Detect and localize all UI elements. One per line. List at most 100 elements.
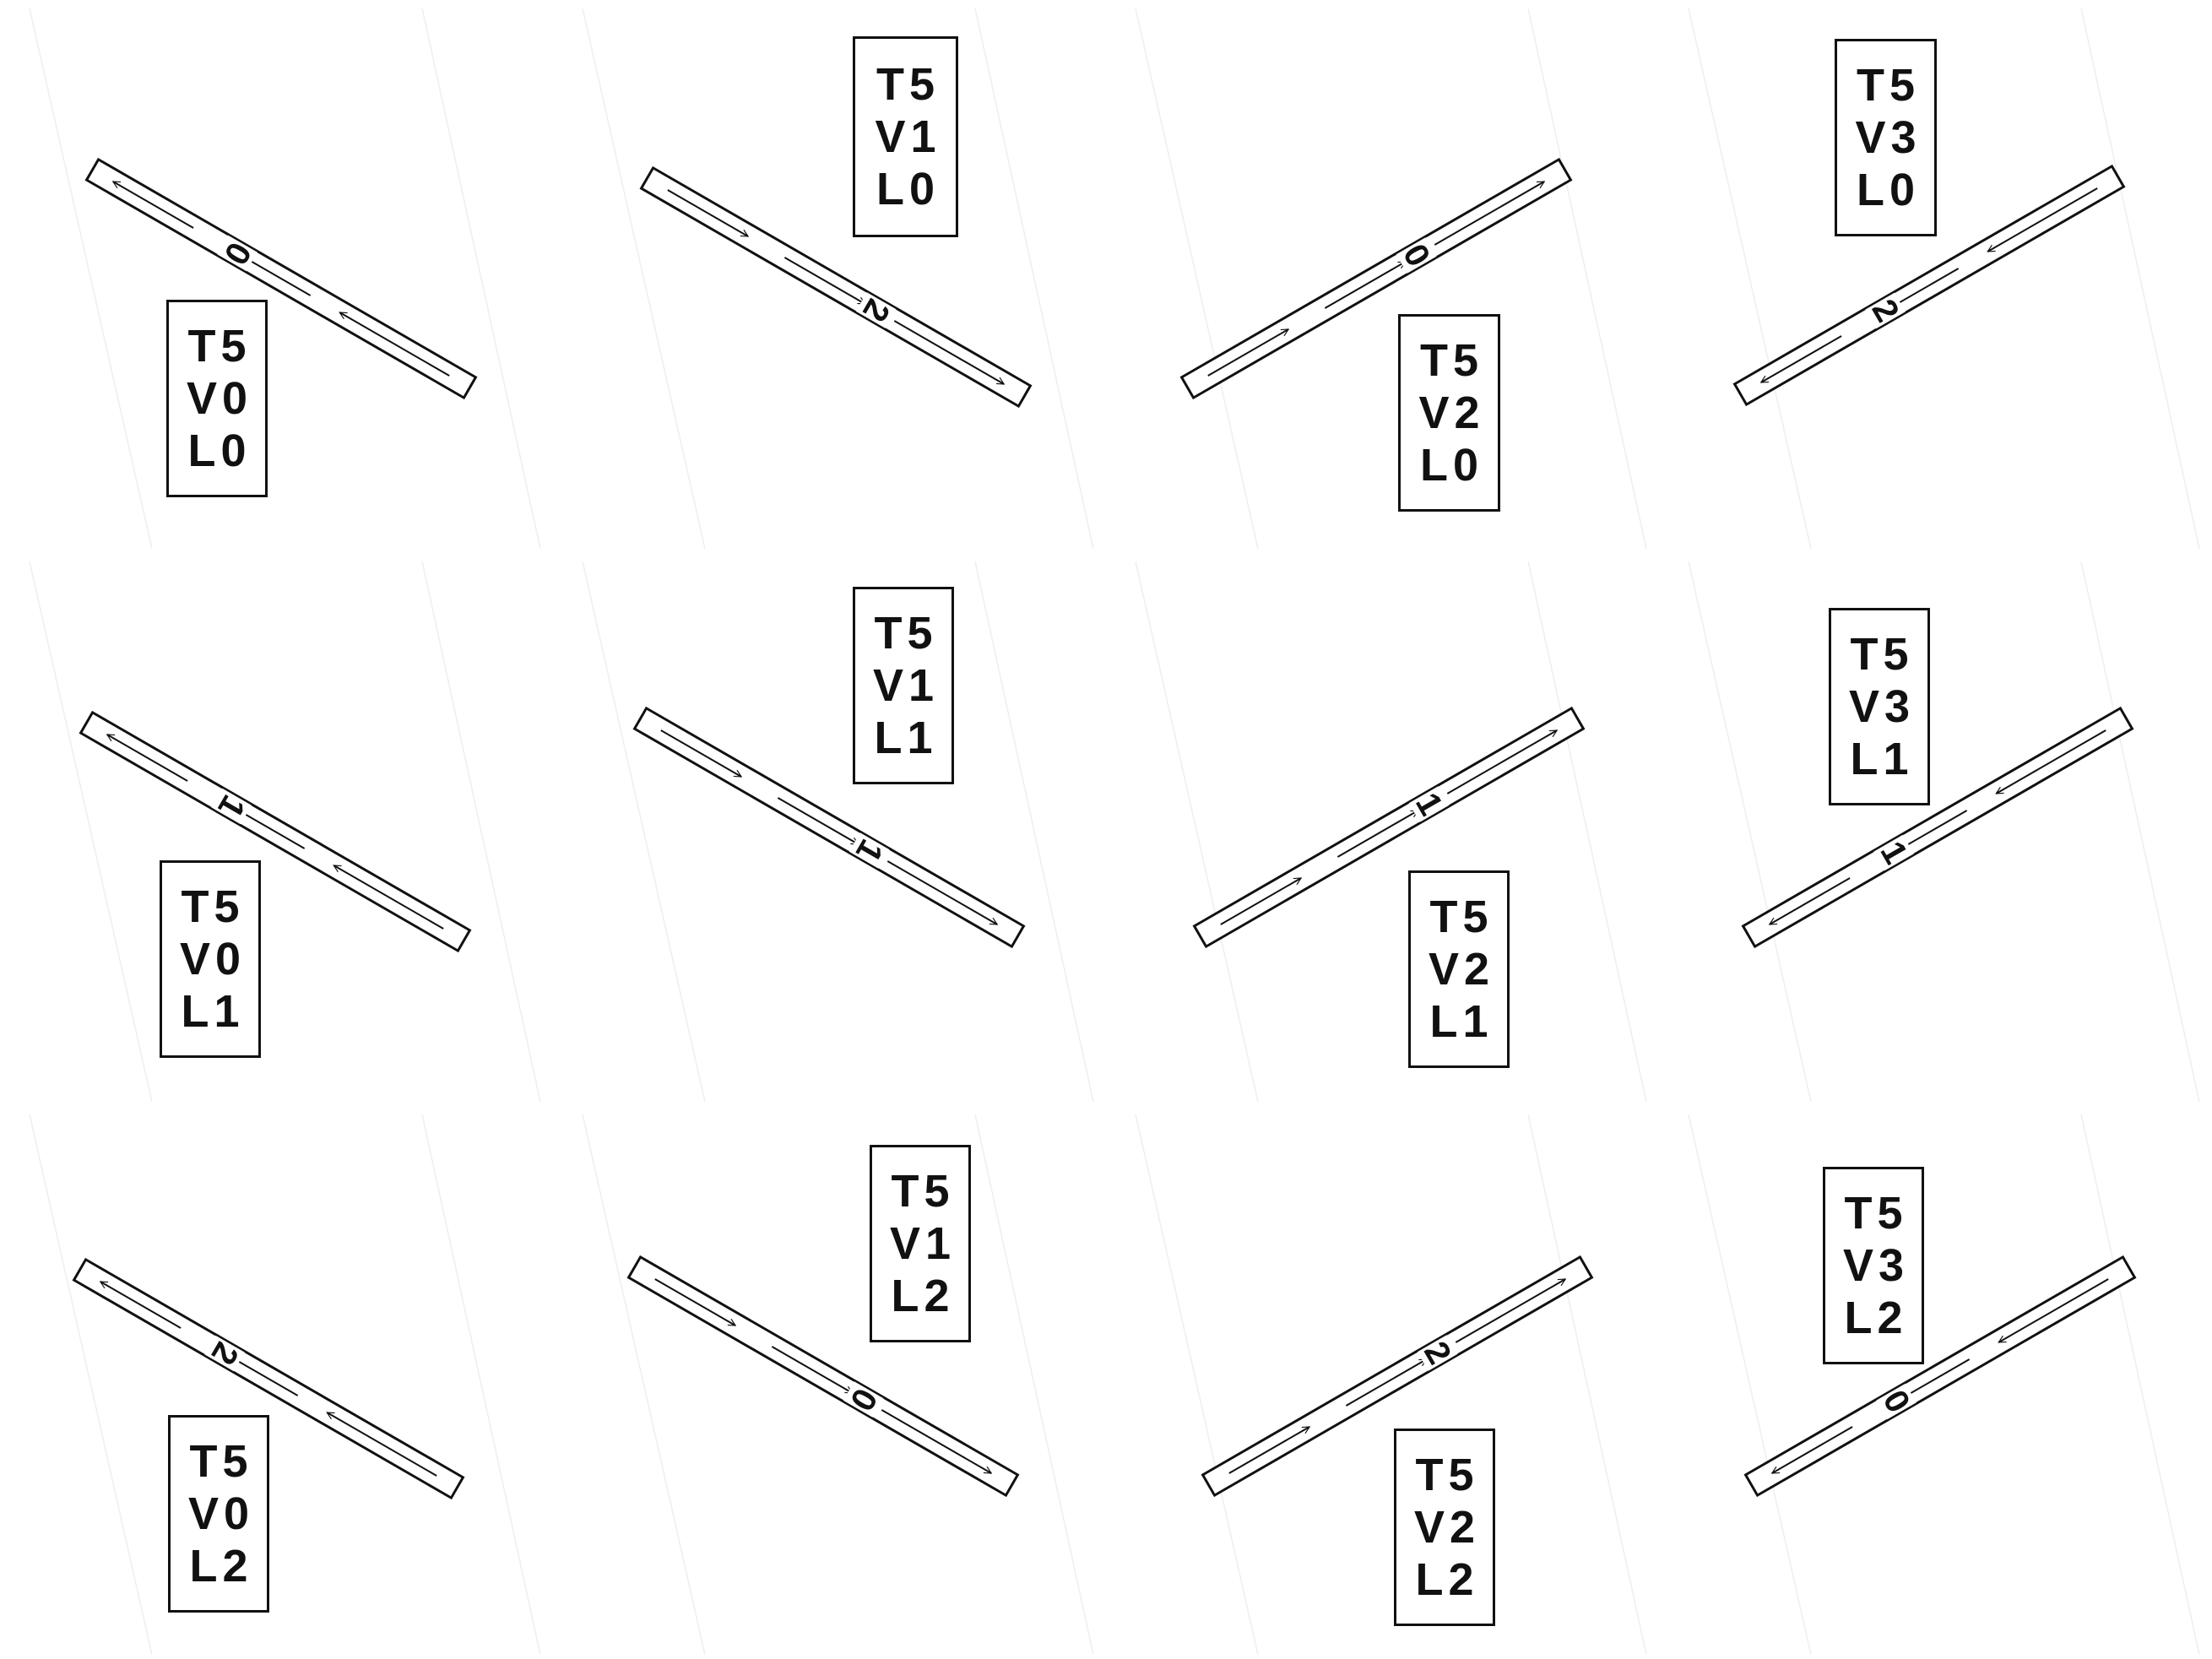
label-line: T5	[874, 608, 938, 659]
strip-arrow	[881, 1409, 991, 1474]
label-t5-v2-l0: T5 V2 L0	[1398, 314, 1500, 512]
strip-arrow	[327, 1412, 437, 1477]
faint-grid-line	[29, 561, 541, 1103]
strip-t5-v3-l1: 1	[1741, 706, 2134, 949]
faint-grid-line	[29, 1114, 541, 1656]
strip-arrow	[1345, 1358, 1426, 1407]
label-line: V0	[187, 1488, 255, 1539]
label-t5-v3-l1: T5 V3 L1	[1829, 608, 1930, 805]
faint-hex-grid	[29, 8, 2200, 1656]
strip-arrow	[1207, 328, 1288, 377]
label-t5-v0-l2: T5 V0 L2	[168, 1415, 269, 1613]
strip-arrow	[783, 257, 865, 305]
faint-grid-line	[1688, 1114, 2200, 1656]
strip-t5-v2-l0: 0	[1179, 157, 1573, 400]
faint-grid-line	[582, 1114, 1094, 1656]
strip-arrow	[333, 865, 444, 930]
label-t5-v1-l0: T5 V1 L0	[853, 36, 958, 237]
label-line: L0	[187, 426, 252, 476]
strip-number-mask	[1417, 1335, 1458, 1371]
faint-grid-line	[582, 8, 1094, 550]
faint-grid-line	[582, 561, 1094, 1103]
strip-number-mask	[843, 1381, 884, 1418]
strip-arrow	[654, 1278, 735, 1326]
label-t5-v2-l2: T5 V2 L2	[1394, 1429, 1495, 1626]
strip-arrow	[771, 1346, 852, 1394]
strip-t5-v1-l1: 1	[632, 706, 1026, 949]
strip-arrow	[1446, 729, 1557, 794]
label-line: V0	[179, 934, 247, 984]
label-t5-v1-l2: T5 V1 L2	[870, 1145, 971, 1342]
label-line: V3	[1842, 1240, 1910, 1291]
strip-arrow	[339, 312, 450, 377]
strip-arrow	[886, 860, 997, 925]
faint-grid-line	[1135, 8, 1647, 550]
label-line: V1	[875, 111, 941, 162]
label-line: V3	[1855, 112, 1922, 163]
strip-t5-v2-l1: 1	[1192, 706, 1586, 949]
label-line: L1	[1850, 734, 1914, 784]
strip-number-mask	[855, 292, 897, 328]
label-line: T5	[1844, 1188, 1908, 1239]
label-t5-v3-l0: T5 V3 L0	[1835, 39, 1937, 236]
strip-t5-v3-l2: 0	[1743, 1255, 2137, 1498]
strip-number-mask	[211, 788, 252, 825]
strip-arrow	[893, 320, 1004, 385]
strip-arrow	[100, 1281, 182, 1329]
strip-t5-v1-l0: 2	[639, 165, 1033, 409]
label-line: T5	[1419, 335, 1484, 386]
strip-arrow	[1434, 181, 1544, 246]
label-t5-v1-l1: T5 V1 L1	[853, 587, 954, 784]
label-line: L1	[1429, 996, 1494, 1047]
strip-number-mask	[217, 235, 258, 272]
strip-arrow	[107, 734, 188, 782]
strip-arrow	[1455, 1278, 1565, 1343]
label-line: T5	[891, 1166, 955, 1217]
strip-arrow	[1772, 1426, 1853, 1474]
strip-arrow	[1987, 187, 2098, 252]
label-line: T5	[181, 881, 245, 932]
strip-arrow	[1998, 1278, 2109, 1343]
label-line: L2	[1415, 1554, 1479, 1605]
label-line: L2	[189, 1541, 253, 1591]
label-t5-v0-l0: T5 V0 L0	[166, 300, 268, 497]
faint-grid-line	[1135, 561, 1647, 1103]
label-line: V2	[1413, 1502, 1481, 1553]
strip-number-mask	[1396, 237, 1437, 274]
label-line: L2	[891, 1271, 955, 1321]
strip-arrow	[1761, 335, 1842, 383]
strip-number-mask	[1408, 786, 1450, 822]
strip-arrow	[1324, 261, 1405, 309]
label-line: T5	[876, 59, 941, 110]
label-t5-v2-l1: T5 V2 L1	[1408, 870, 1510, 1068]
strip-arrow	[660, 729, 741, 778]
strip-arrow	[1228, 1426, 1309, 1474]
strip-number-mask	[1876, 1383, 1917, 1420]
label-line: V1	[889, 1218, 957, 1269]
label-line: V2	[1418, 388, 1485, 438]
strip-t5-v0-l1: 1	[79, 710, 472, 953]
label-line: V3	[1848, 681, 1916, 732]
label-line: L0	[1419, 440, 1484, 491]
label-line: T5	[187, 321, 252, 371]
label-line: V2	[1428, 944, 1495, 995]
label-line: T5	[1429, 892, 1494, 942]
strip-t5-v0-l0: 0	[84, 157, 478, 400]
strip-arrow	[1220, 877, 1301, 925]
strip-t5-v0-l2: 2	[72, 1257, 465, 1500]
strip-arrow	[777, 797, 858, 845]
label-line: L1	[181, 986, 245, 1037]
strip-number-mask	[848, 832, 890, 869]
label-line: V0	[186, 373, 253, 424]
strip-arrow	[1996, 729, 2106, 794]
strip-arrow	[113, 181, 194, 229]
label-line: L0	[1856, 165, 1921, 215]
label-line: L0	[876, 164, 941, 214]
label-t5-v0-l1: T5 V0 L1	[160, 860, 261, 1058]
label-t5-v3-l2: T5 V3 L2	[1823, 1167, 1924, 1364]
strip-arrow	[1336, 810, 1418, 858]
strip-number-mask	[1873, 834, 1914, 871]
label-line: T5	[189, 1436, 253, 1487]
